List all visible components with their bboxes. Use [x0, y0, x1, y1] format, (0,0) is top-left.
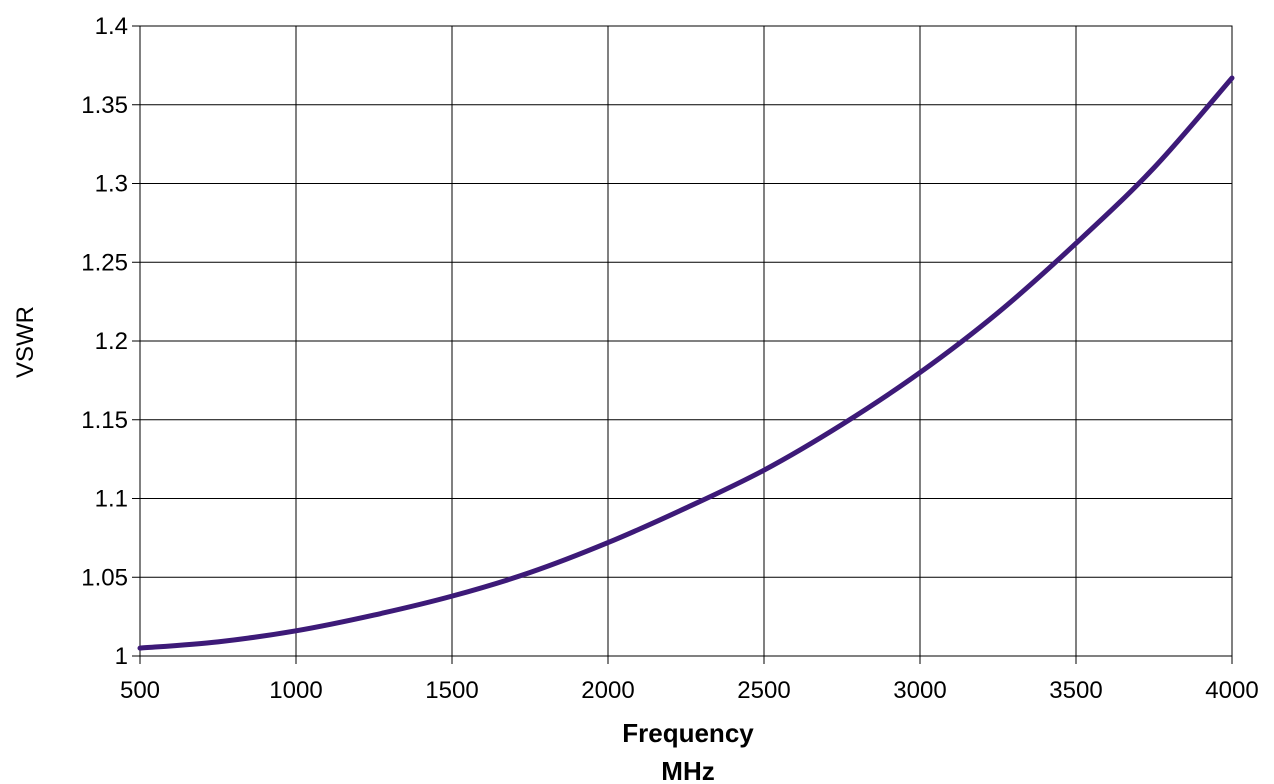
x-axis-unit: MHz	[661, 756, 714, 784]
x-tick-label: 4000	[1205, 677, 1258, 704]
y-tick-label: 1.15	[81, 407, 128, 434]
x-tick-label: 3500	[1049, 677, 1102, 704]
x-axis-tick-labels: 500 1000 1500 2000 2500 3000 3500 4000	[120, 677, 1259, 704]
x-axis-title: Frequency	[622, 718, 754, 748]
y-tick-label: 1.4	[95, 13, 128, 40]
x-tick-label: 3000	[893, 677, 946, 704]
y-tick-label: 1.25	[81, 249, 128, 276]
x-tick-label: 500	[120, 677, 160, 704]
y-tick-label: 1.1	[95, 486, 128, 513]
series-line-vswr	[137, 75, 1235, 651]
y-tick-label: 1.2	[95, 328, 128, 355]
y-tick-label: 1.05	[81, 564, 128, 591]
x-tick-label: 2500	[737, 677, 790, 704]
x-tick-label: 2000	[581, 677, 634, 704]
y-tick-label: 1.3	[95, 171, 128, 198]
x-tick-label: 1500	[425, 677, 478, 704]
grid-lines	[132, 25, 1233, 664]
y-tick-label: 1.35	[81, 92, 128, 119]
y-tick-label: 1	[115, 643, 128, 670]
x-tick-label: 1000	[269, 677, 322, 704]
y-axis-tick-labels: 1 1.05 1.1 1.15 1.2 1.25 1.3 1.35 1.4	[81, 13, 128, 670]
y-axis-title: VSWR	[12, 306, 39, 378]
plot-area-frame	[139, 25, 1233, 657]
